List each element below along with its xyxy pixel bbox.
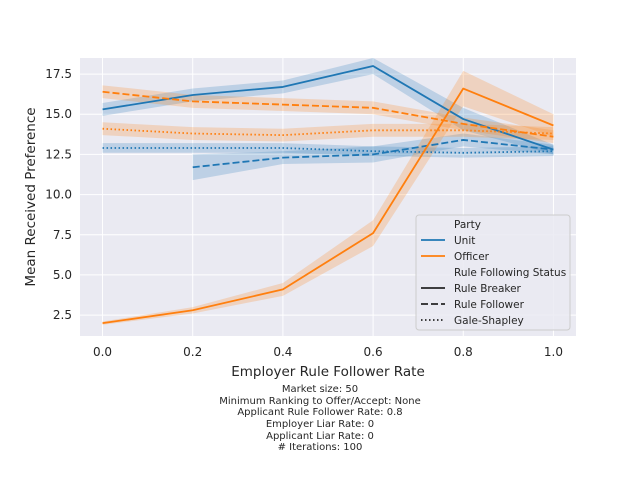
legend-rule-breaker-label: Rule Breaker [454, 283, 522, 295]
unit-rule-breaker-line [102, 65, 554, 151]
x-tick-label: 0.8 [454, 345, 473, 359]
x-tick-labels: 0.0 0.2 0.4 0.6 0.8 1.0 [93, 345, 563, 359]
caption-applicant-follower-rate: Applicant Rule Follower Rate: 0.8 [237, 407, 402, 418]
legend-style-title: Rule Following Status [454, 267, 566, 279]
x-axis-label: Employer Rule Follower Rate [231, 364, 425, 380]
caption-employer-liar-rate: Employer Liar Rate: 0 [266, 419, 374, 430]
legend-box [415, 214, 571, 331]
y-tick-label: 12.5 [45, 147, 72, 161]
legend-unit-label: Unit [454, 235, 475, 247]
y-tick-label: 15.0 [45, 107, 72, 121]
legend: Party Unit Officer Rule Following Status… [415, 214, 571, 331]
series-lines [102, 65, 554, 325]
x-tick-label: 0.4 [273, 345, 292, 359]
caption-applicant-liar-rate: Applicant Liar Rate: 0 [266, 431, 374, 442]
legend-rule-follower-label: Rule Follower [454, 299, 525, 311]
unit-gale-shapley-line [102, 147, 554, 154]
legend-hue-title: Party [454, 219, 481, 231]
y-tick-labels: 2.5 5.0 7.5 10.0 12.5 15.0 17.5 [45, 67, 72, 322]
legend-gale-shapley-label: Gale-Shapley [454, 315, 524, 327]
y-tick-label: 2.5 [53, 308, 72, 322]
caption-iterations: # Iterations: 100 [278, 442, 363, 453]
y-tick-label: 5.0 [53, 268, 72, 282]
x-tick-label: 0.0 [93, 345, 112, 359]
officer-gale-shapley-line [102, 127, 554, 137]
unit-gale-shapley-ci-band [102, 143, 554, 158]
unit-rule-follower-line [192, 139, 554, 169]
caption-min-ranking: Minimum Ranking to Offer/Accept: None [219, 396, 420, 407]
officer-rule-breaker-ci-band [102, 70, 554, 325]
unit-rule-follower-ci-band [192, 133, 554, 181]
x-tick-label: 1.0 [544, 345, 563, 359]
y-axis-label: Mean Received Preference [23, 107, 39, 286]
officer-rule-follower-line [102, 90, 554, 138]
y-tick-label: 17.5 [45, 67, 72, 81]
x-tick-label: 0.6 [364, 345, 383, 359]
figure-caption: Market size: 50 Minimum Ranking to Offer… [219, 384, 420, 453]
caption-market-size: Market size: 50 [282, 384, 358, 395]
y-tick-label: 10.0 [45, 188, 72, 202]
legend-officer-label: Officer [454, 251, 490, 263]
officer-gale-shapley-ci-band [102, 122, 554, 142]
officer-rule-breaker-line [102, 87, 554, 325]
officer-rule-follower-ci-band [102, 85, 554, 144]
x-tick-label: 0.2 [183, 345, 202, 359]
y-tick-label: 7.5 [53, 228, 72, 242]
